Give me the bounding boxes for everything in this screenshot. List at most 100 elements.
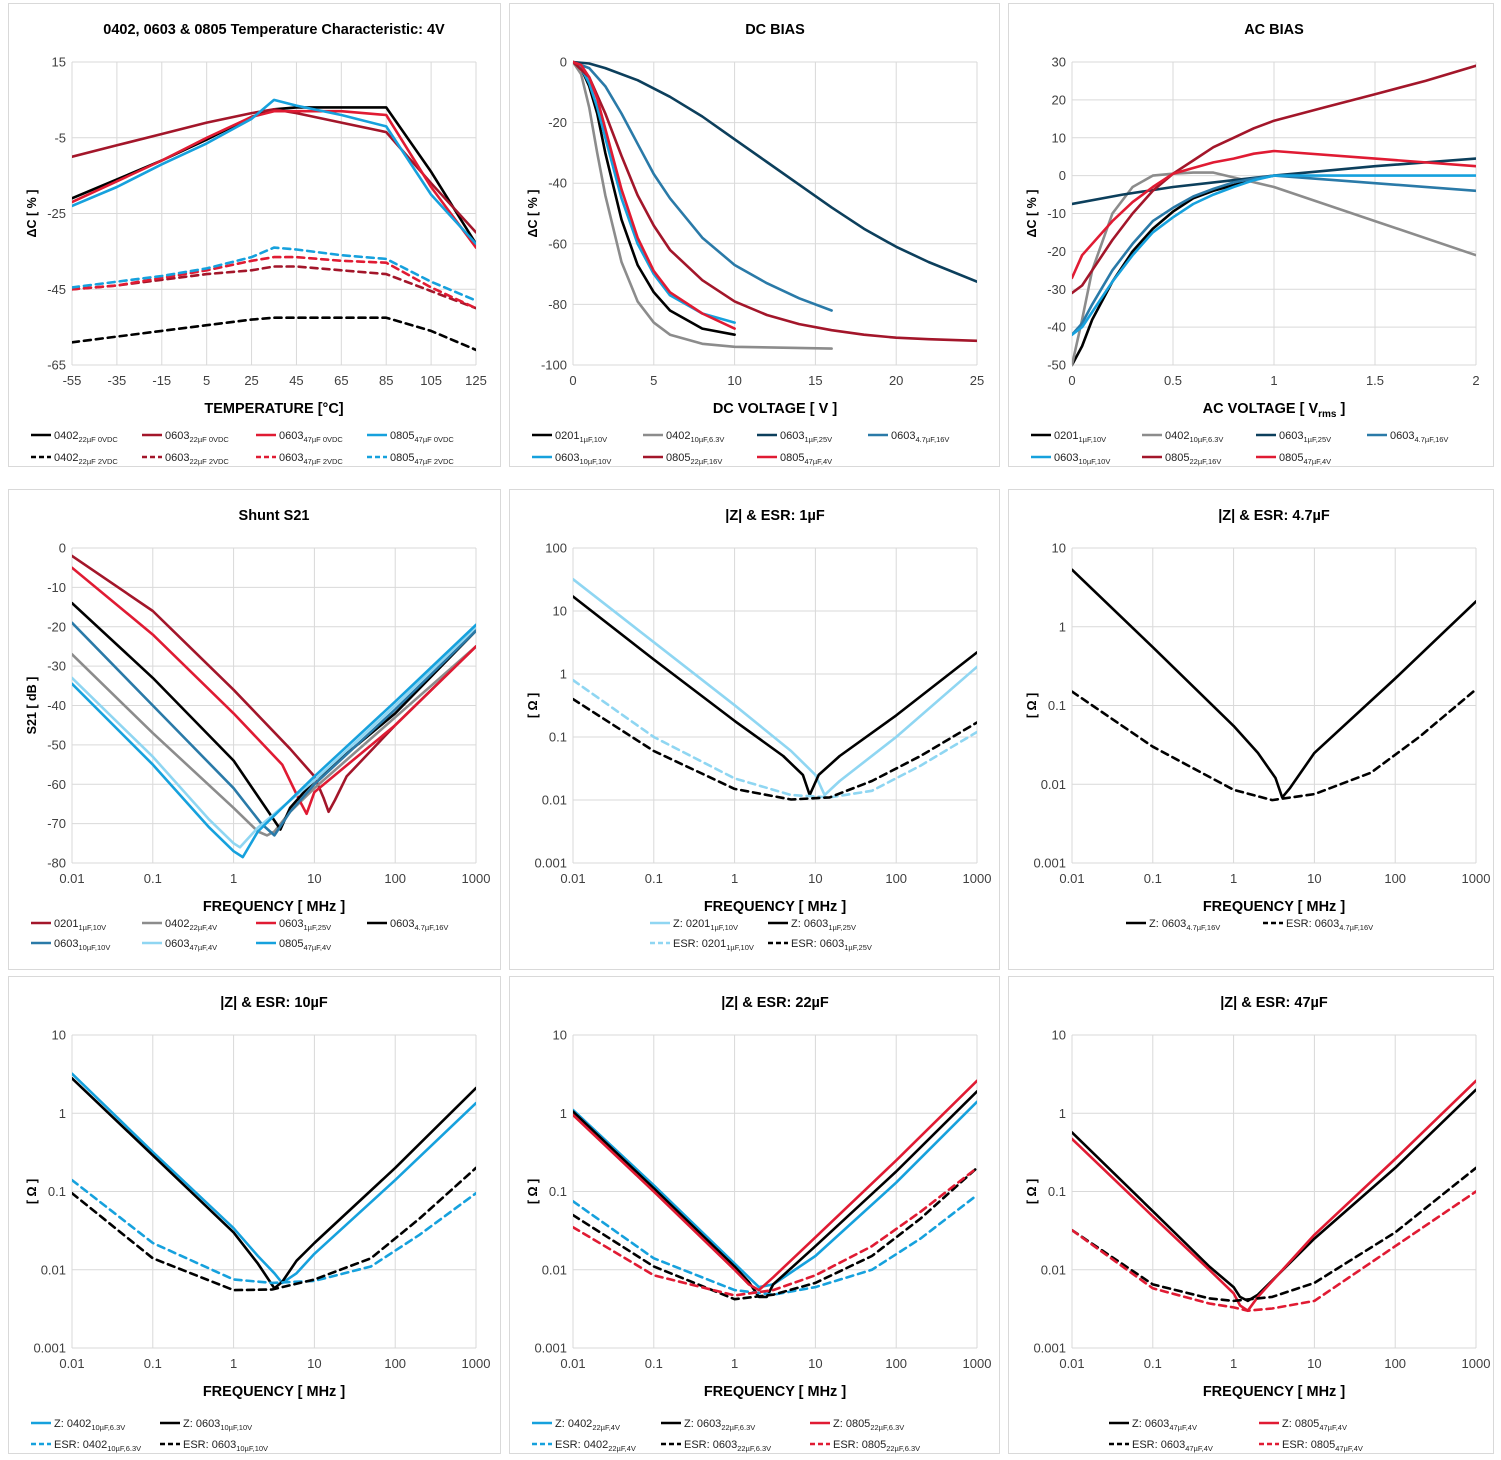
chart-title: |Z| & ESR: 10µF	[220, 995, 328, 1011]
legend-label: 080547µF 2VDC	[390, 452, 454, 466]
x-tick-label: 0.1	[144, 871, 162, 886]
chart-panel: 0402, 0603 & 0805 Temperature Characteri…	[8, 3, 501, 467]
x-tick-label: 100	[885, 871, 907, 886]
series-line	[573, 60, 736, 324]
series-line	[573, 1100, 977, 1289]
y-tick-label: 10	[52, 1028, 66, 1043]
series-line	[573, 1079, 977, 1292]
series-line	[72, 255, 476, 310]
series-line	[1072, 64, 1476, 295]
legend-label: 06034.7µF,16V	[1390, 430, 1448, 444]
chart-svg: DC BIAS 0 5 10 15 20 25 -100 -80 -60 -40 -20 0 DC VOL…	[526, 22, 984, 466]
series-line	[573, 1090, 977, 1299]
legend-label: 080547µF,4V	[1279, 452, 1331, 466]
x-tick-label: 85	[379, 373, 393, 388]
y-tick-label: -65	[47, 358, 66, 373]
legend-label: 060310µF,10V	[1054, 452, 1110, 466]
y-tick-label: 0	[59, 541, 66, 556]
x-tick-label: 1000	[462, 871, 491, 886]
y-tick-label: 1	[1059, 1106, 1066, 1121]
series-line	[1072, 174, 1276, 367]
x-tick-label: 125	[465, 373, 487, 388]
series-line	[1072, 568, 1476, 799]
legend-label: 02011µF,10V	[555, 430, 607, 444]
series-line	[1072, 157, 1476, 206]
x-axis-title: FREQUENCY [ MHz ]	[1203, 899, 1345, 915]
y-tick-label: 10	[1052, 1028, 1066, 1043]
y-tick-label: -30	[47, 659, 66, 674]
legend-label: 040222µF 2VDC	[54, 452, 118, 466]
series-line	[1072, 1190, 1476, 1312]
chart-title: DC BIAS	[745, 22, 805, 38]
x-axis-title: AC VOLTAGE [ Vrms ]	[1203, 401, 1346, 420]
legend-label: 040222µF 0VDC	[54, 430, 118, 444]
x-tick-label: 100	[1384, 1356, 1406, 1371]
x-tick-label: 10	[1307, 871, 1321, 886]
y-tick-label: 1	[59, 1106, 66, 1121]
legend-label: 060322µF 2VDC	[165, 452, 229, 466]
chart-panel: |Z| & ESR: 10µF 0.01 0.1 1 10 100 1000 0.001 0.0…	[8, 976, 501, 1454]
legend-label: Z: 060322µF,6.3V	[684, 1418, 755, 1432]
y-tick-label: 0.001	[1033, 1341, 1066, 1356]
y-axis-title: [ Ω ]	[1025, 1179, 1039, 1204]
x-tick-label: -55	[63, 373, 82, 388]
legend-label: ESR: 080522µF,6.3V	[833, 1439, 920, 1453]
x-tick-label: 1	[230, 1356, 237, 1371]
x-tick-label: 0.1	[144, 1356, 162, 1371]
chart-title: |Z| & ESR: 1µF	[725, 508, 825, 524]
y-tick-label: 10	[553, 1028, 567, 1043]
x-tick-label: 10	[808, 1356, 822, 1371]
x-tick-label: 10	[307, 1356, 321, 1371]
legend-label: 02011µF,10V	[1054, 430, 1106, 444]
y-axis-title: [ Ω ]	[526, 693, 540, 718]
x-tick-label: 0.1	[645, 871, 663, 886]
x-tick-label: 10	[307, 871, 321, 886]
y-tick-label: 10	[1052, 541, 1066, 556]
series-line	[72, 316, 476, 352]
series-line	[573, 60, 833, 350]
y-tick-label: -10	[47, 580, 66, 595]
legend-label: ESR: 040222µF,4V	[555, 1439, 636, 1453]
series-line	[573, 60, 977, 283]
series-line	[72, 645, 476, 837]
x-tick-label: 1	[1230, 871, 1237, 886]
x-tick-label: 10	[1307, 1356, 1321, 1371]
chart-title: |Z| & ESR: 47µF	[1220, 995, 1328, 1011]
series-line	[72, 106, 476, 246]
chart-title: |Z| & ESR: 4.7µF	[1218, 508, 1330, 524]
y-tick-label: 0.001	[1033, 856, 1066, 871]
x-tick-label: 0.01	[560, 871, 585, 886]
x-tick-label: 1	[230, 871, 237, 886]
y-tick-label: 0.001	[534, 856, 567, 871]
legend-label: ESR: 060322µF,6.3V	[684, 1439, 771, 1453]
y-tick-label: 10	[1052, 130, 1066, 145]
y-tick-label: 0.1	[48, 1184, 66, 1199]
legend-label: 06034.7µF,16V	[891, 430, 949, 444]
legend-label: 080522µF,16V	[1165, 452, 1221, 466]
x-tick-label: 0.1	[1144, 1356, 1162, 1371]
x-tick-label: 0.1	[645, 1356, 663, 1371]
series-line	[1072, 1088, 1476, 1303]
series-line	[72, 621, 476, 837]
x-tick-label: 0	[1068, 373, 1075, 388]
series-line	[72, 1178, 476, 1285]
x-tick-label: 25	[970, 373, 984, 388]
chart-svg: 0402, 0603 & 0805 Temperature Characteri…	[25, 22, 487, 466]
y-tick-label: 0.001	[33, 1341, 66, 1356]
chart-title: 0402, 0603 & 0805 Temperature Characteri…	[103, 22, 445, 38]
x-tick-label: 10	[727, 373, 741, 388]
x-tick-label: 1	[731, 871, 738, 886]
y-tick-label: 0	[1059, 168, 1066, 183]
legend-label: 060347µF 0VDC	[279, 430, 343, 444]
chart-svg: AC BIAS 0 0.5 1 1.5 2 -50 -40 -30 -20 -10 0 10 20 30 AC…	[1025, 22, 1480, 466]
legend-label: Z: 040210µF,6.3V	[54, 1418, 125, 1432]
series-line	[573, 678, 977, 799]
legend-label: 060347µF,4V	[165, 938, 217, 952]
legend-label: ESR: 060347µF,4V	[1132, 1439, 1213, 1453]
legend-label: ESR: 080547µF,4V	[1282, 1439, 1363, 1453]
x-tick-label: 0.01	[1059, 1356, 1084, 1371]
legend-label: 080547µF 0VDC	[390, 430, 454, 444]
